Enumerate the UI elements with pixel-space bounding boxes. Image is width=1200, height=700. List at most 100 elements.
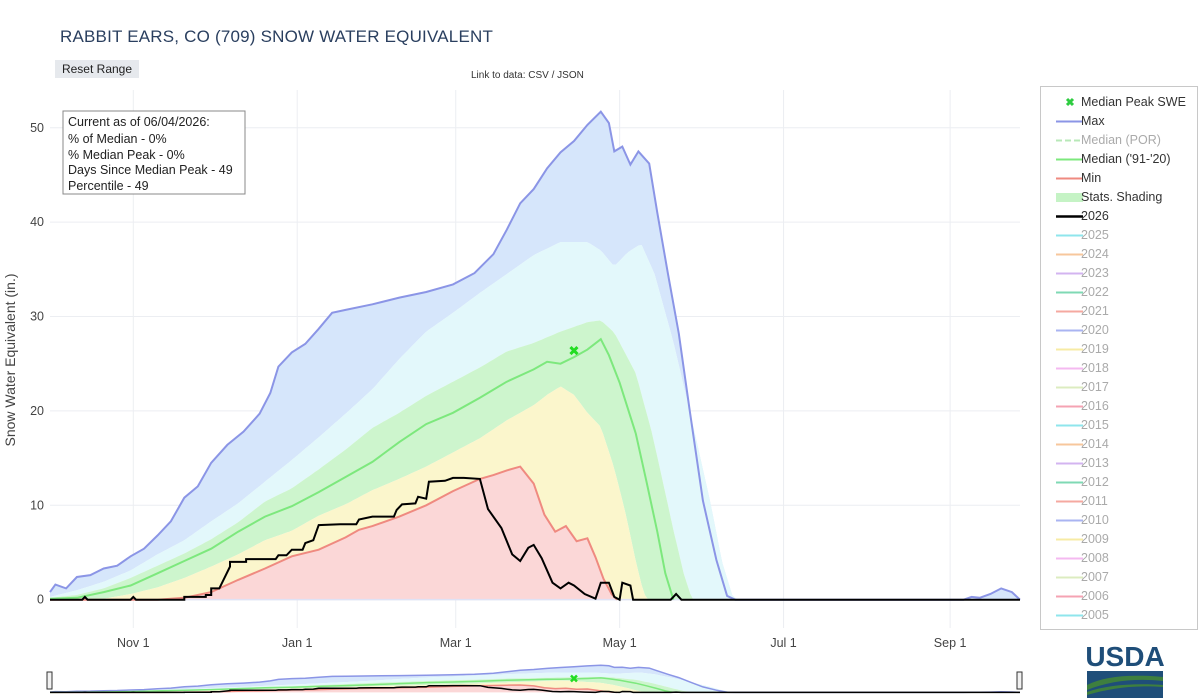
y-tick-label: 0 <box>37 593 44 607</box>
band-p30-min <box>50 386 1020 600</box>
legend-item-2026[interactable]: 2026 <box>1041 207 1197 226</box>
legend-swatch <box>1056 158 1083 161</box>
stats-shading <box>50 112 1020 600</box>
legend-item-2012[interactable]: 2012 <box>1041 473 1197 492</box>
reset-range-button[interactable]: Reset Range <box>55 60 139 78</box>
usda-logo: USDA <box>1085 641 1165 698</box>
legend-item-2016[interactable]: 2016 <box>1041 397 1197 416</box>
legend-swatch <box>1056 538 1083 541</box>
legend-label: 2013 <box>1081 456 1109 470</box>
legend-label: 2020 <box>1081 323 1109 337</box>
legend-item-median-91-20[interactable]: Median ('91-'20) <box>1041 150 1197 169</box>
mini-band-p70-p30 <box>50 676 1020 693</box>
legend-item-2010[interactable]: 2010 <box>1041 511 1197 530</box>
legend-item-2022[interactable]: 2022 <box>1041 283 1197 302</box>
legend-item-2013[interactable]: 2013 <box>1041 454 1197 473</box>
legend-swatch <box>1056 519 1083 522</box>
legend-item-2005[interactable]: 2005 <box>1041 606 1197 625</box>
legend-label: Stats. Shading <box>1081 190 1163 204</box>
csv-link[interactable]: CSV <box>528 70 549 81</box>
legend-item-2024[interactable]: 2024 <box>1041 245 1197 264</box>
legend-item-2025[interactable]: 2025 <box>1041 226 1197 245</box>
legend-item-2009[interactable]: 2009 <box>1041 530 1197 549</box>
band-min-zero <box>50 467 1020 600</box>
legend-label: 2018 <box>1081 361 1109 375</box>
legend-item-2006[interactable]: 2006 <box>1041 587 1197 606</box>
legend-item-2007[interactable]: 2007 <box>1041 568 1197 587</box>
range-slider[interactable] <box>46 664 1023 694</box>
legend-swatch <box>1056 177 1083 180</box>
legend-swatch <box>1056 462 1083 465</box>
legend-item-2018[interactable]: 2018 <box>1041 359 1197 378</box>
mini-median-line <box>49 677 674 694</box>
legend-item-2023[interactable]: 2023 <box>1041 264 1197 283</box>
legend-label: 2025 <box>1081 228 1109 242</box>
median-peak-marker <box>569 345 579 356</box>
legend-swatch <box>1056 405 1083 408</box>
legend-swatch <box>1056 500 1083 503</box>
axis-ticks: 0 10 20 30 40 50 Nov 1 Jan 1 Mar 1 May 1 Jul 1 Sep … <box>30 121 966 650</box>
legend-item-median-por[interactable]: Median (POR) <box>1041 131 1197 150</box>
legend-swatch <box>1056 367 1083 370</box>
legend-label: 2014 <box>1081 437 1109 451</box>
legend-label: 2017 <box>1081 380 1109 394</box>
legend-item-2021[interactable]: 2021 <box>1041 302 1197 321</box>
legend-swatch <box>1056 424 1083 427</box>
legend-swatch <box>1056 329 1083 332</box>
legend-swatch <box>1056 348 1083 351</box>
legend-swatch <box>1056 386 1083 389</box>
median-line <box>49 337 675 600</box>
legend-label: Median (POR) <box>1081 133 1161 147</box>
legend-label: 2009 <box>1081 532 1109 546</box>
legend-item-median-peak-swe[interactable]: Median Peak SWE <box>1041 93 1197 112</box>
mini-max-line <box>49 664 1021 694</box>
legend-item-2015[interactable]: 2015 <box>1041 416 1197 435</box>
legend-item-min[interactable]: Min <box>1041 169 1197 188</box>
legend-swatch <box>1056 291 1083 294</box>
band-p90-p70 <box>50 242 1020 600</box>
info-box: Current as of 06/04/2026: % of Median - … <box>62 110 246 195</box>
usda-logo-text: USDA <box>1085 641 1164 672</box>
legend-label: 2023 <box>1081 266 1109 280</box>
y-tick-label: 40 <box>30 215 44 229</box>
info-line-current: Current as of 06/04/2026: <box>68 115 210 129</box>
legend-label: 2022 <box>1081 285 1109 299</box>
legend-item-max[interactable]: Max <box>1041 112 1197 131</box>
json-link[interactable]: JSON <box>557 70 584 81</box>
legend-item-2020[interactable]: 2020 <box>1041 321 1197 340</box>
range-handle-right[interactable] <box>1016 671 1023 690</box>
band-p70-p30 <box>50 320 1020 600</box>
legend-swatch <box>1056 557 1083 560</box>
y-tick-label: 30 <box>30 310 44 324</box>
legend-label: Max <box>1081 114 1105 128</box>
legend-item-2019[interactable]: 2019 <box>1041 340 1197 359</box>
y-tick-label: 10 <box>30 498 44 512</box>
min-line <box>50 465 618 601</box>
y-tick-label: 20 <box>30 404 44 418</box>
legend-swatch <box>1056 310 1083 313</box>
info-line-pct-median-peak: % Median Peak - 0% <box>68 148 185 162</box>
series-lines <box>49 110 1021 602</box>
legend-item-2011[interactable]: 2011 <box>1041 492 1197 511</box>
legend-item-2014[interactable]: 2014 <box>1041 435 1197 454</box>
legend-label: 2012 <box>1081 475 1109 489</box>
info-line-percentile: Percentile - 49 <box>68 179 149 193</box>
mini-band-p90-p70 <box>50 672 1020 693</box>
legend-swatch <box>1056 253 1083 256</box>
mini-current-year-line <box>50 684 1020 694</box>
legend-swatch <box>1056 139 1083 142</box>
range-handle-left[interactable] <box>46 671 53 690</box>
legend-swatch <box>1056 215 1083 218</box>
legend-item-2008[interactable]: 2008 <box>1041 549 1197 568</box>
legend-label: 2024 <box>1081 247 1109 261</box>
legend-item-stats-shading[interactable]: Stats. Shading <box>1041 188 1197 207</box>
x-tick-label: Mar 1 <box>440 636 472 650</box>
legend-label: Median ('91-'20) <box>1081 152 1171 166</box>
legend-swatch <box>1065 97 1075 107</box>
data-link-separator: / <box>551 70 555 81</box>
band-max-p90 <box>50 112 1020 600</box>
y-axis-label: Snow Water Equivalent (in.) <box>2 274 18 447</box>
legend-swatch <box>1056 576 1083 579</box>
legend-item-2017[interactable]: 2017 <box>1041 378 1197 397</box>
